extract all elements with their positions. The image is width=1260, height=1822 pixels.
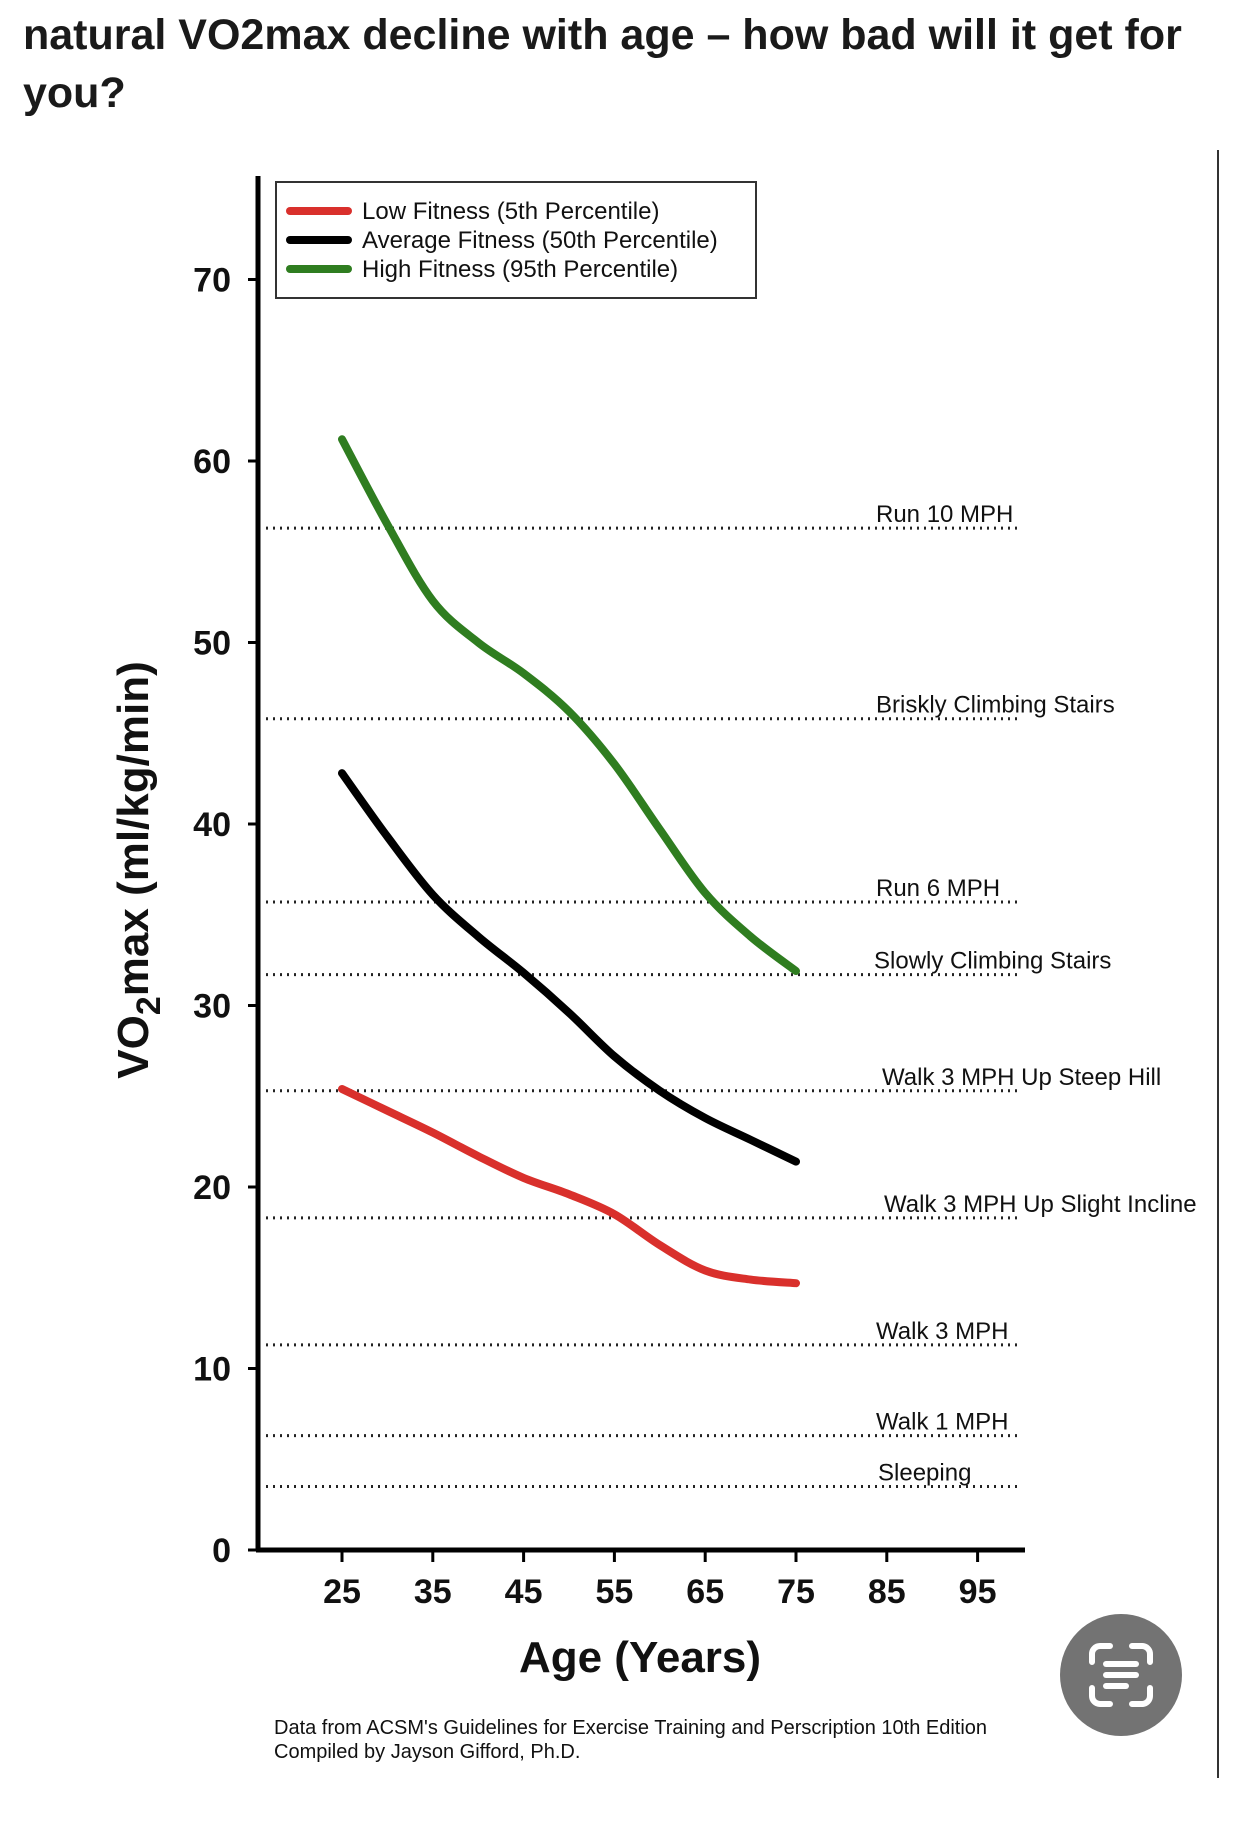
axes — [255, 176, 1025, 1553]
y-axis-title-main: VO — [109, 1015, 158, 1079]
tick-labels: 25 35 45 55 65 75 85 95 0 10 20 30 40 50 60 70 — [193, 262, 996, 1612]
legend-box — [275, 181, 757, 299]
y-tick-label: 40 — [193, 806, 231, 844]
text-scan-button[interactable] — [1060, 1614, 1182, 1736]
reference-label: Run 6 MPH — [876, 875, 1000, 902]
reference-label: Run 10 MPH — [876, 501, 1013, 528]
y-tick-label: 0 — [212, 1532, 231, 1570]
source-line-2: Compiled by Jayson Gifford, Ph.D. — [274, 1741, 581, 1763]
source-line-1: Data from ACSM's Guidelines for Exercise… — [274, 1717, 988, 1739]
reference-label: Walk 3 MPH — [876, 1318, 1008, 1345]
x-tick-label: 75 — [777, 1573, 815, 1611]
series-line-2 — [338, 769, 800, 1166]
x-tick-label: 85 — [868, 1573, 906, 1611]
y-tick-label: 20 — [193, 1169, 231, 1207]
series-line-3 — [338, 435, 800, 976]
x-tick-label: 25 — [323, 1573, 361, 1611]
source-note: Data from ACSM's Guidelines for Exercise… — [274, 1716, 987, 1764]
reference-label: Sleeping — [878, 1459, 971, 1486]
reference-lines: Run 10 MPH Briskly Climbing Stairs Run 6 M… — [266, 501, 1197, 1488]
reference-label: Walk 1 MPH — [876, 1409, 1008, 1436]
x-tick-label: 55 — [595, 1573, 633, 1611]
svg-text:VO2max (ml/kg/min): VO2max (ml/kg/min) — [109, 661, 168, 1078]
series-lines — [338, 435, 800, 1288]
y-tick-label: 60 — [193, 443, 231, 481]
divider — [1217, 150, 1219, 1778]
reference-label: Walk 3 MPH Up Steep Hill — [882, 1064, 1161, 1091]
x-tick-label: 35 — [414, 1573, 452, 1611]
reference-label: Briskly Climbing Stairs — [876, 692, 1115, 719]
y-axis-title-rest: max (ml/kg/min) — [109, 661, 158, 996]
y-tick-label: 30 — [193, 988, 231, 1026]
x-tick-label: 45 — [505, 1573, 543, 1611]
reference-label: Slowly Climbing Stairs — [874, 948, 1111, 975]
x-axis-title: Age (Years) — [519, 1633, 761, 1682]
x-tick-label: 65 — [686, 1573, 724, 1611]
legend-label: High Fitness (95th Percentile) — [362, 256, 678, 283]
legend-label: Low Fitness (5th Percentile) — [362, 198, 659, 225]
y-axis-title-sub: 2 — [130, 996, 168, 1015]
y-tick-label: 10 — [193, 1351, 231, 1389]
y-axis-title: VO2max (ml/kg/min) — [109, 661, 168, 1078]
post-title: natural VO2max decline with age – how ba… — [23, 11, 1182, 117]
reference-label: Walk 3 MPH Up Slight Incline — [884, 1191, 1197, 1218]
x-tick-label: 95 — [959, 1573, 997, 1611]
legend-label: Average Fitness (50th Percentile) — [362, 227, 718, 254]
series-line-1 — [338, 1084, 800, 1288]
y-tick-label: 50 — [193, 625, 231, 663]
legend: Low Fitness (5th Percentile)Average Fitn… — [275, 181, 757, 299]
text-scan-icon — [1089, 1643, 1153, 1707]
y-tick-label: 70 — [193, 262, 231, 300]
